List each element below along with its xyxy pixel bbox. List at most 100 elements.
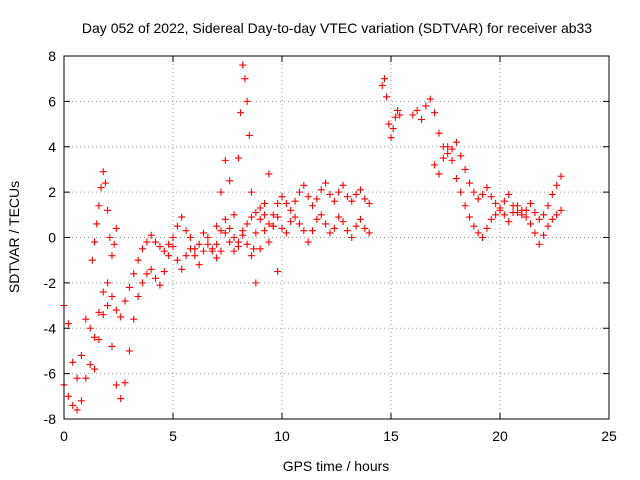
data-point [82,315,90,323]
data-point [245,131,253,139]
data-point [265,220,273,228]
data-point [82,374,90,382]
data-point [540,231,548,239]
data-point [426,95,434,103]
data-point [439,154,447,162]
data-point [487,215,495,223]
axes: 0 5 10 15 20 25 -8 -6 -4 -2 0 2 4 6 8 [44,48,617,444]
data-point [470,188,478,196]
data-point [86,324,94,332]
data-points [60,61,565,414]
data-point [160,247,168,255]
data-point [64,392,72,400]
data-point [505,218,513,226]
data-point [178,213,186,221]
data-point [343,227,351,235]
data-point [389,125,397,133]
series-track-d [213,61,282,287]
data-point [265,238,273,246]
data-point [256,204,264,212]
data-point [309,202,317,210]
data-point [213,254,221,262]
data-point [195,261,203,269]
data-point [553,181,561,189]
data-point [394,106,402,114]
data-point [230,234,238,241]
data-point [356,215,364,223]
data-point [291,197,299,205]
data-point [361,224,369,232]
data-point [339,218,347,226]
data-point [200,247,208,255]
data-point [322,220,330,228]
data-point [213,240,221,248]
data-point [178,265,186,273]
data-point [317,211,325,219]
data-point [361,195,369,203]
data-point [241,75,249,83]
data-point [330,197,338,205]
data-point [352,222,360,230]
series-track-f [409,95,565,223]
data-point [300,227,308,235]
data-point [509,209,517,217]
data-point [108,342,116,350]
data-point [204,240,212,248]
y-tick-label: 2 [48,184,56,200]
data-point [548,215,556,223]
data-point [448,156,456,164]
data-point [278,224,286,232]
data-point [125,347,133,355]
data-point [165,240,173,248]
data-point [93,220,101,228]
data-point [544,222,552,230]
data-point [117,395,125,403]
data-point [121,297,129,305]
data-point [173,256,181,264]
data-point [444,143,452,151]
data-point [156,243,164,251]
data-point [88,256,96,264]
data-point [130,315,138,323]
data-point [435,170,443,178]
data-point [252,279,260,287]
data-point [313,195,321,203]
data-point [300,181,308,189]
data-point [226,177,234,185]
x-tick-label: 15 [383,428,399,444]
data-point [309,227,317,235]
data-point [496,206,504,214]
data-point [147,265,155,273]
x-tick-label: 20 [492,428,508,444]
data-point [470,222,478,230]
data-point [385,120,393,128]
data-point [348,197,356,205]
data-point [265,170,273,178]
data-point [261,211,269,219]
data-point [343,193,351,201]
data-point [125,283,133,291]
data-point [313,215,321,223]
data-point [396,111,404,119]
data-point [91,238,99,246]
data-point [531,209,539,217]
data-point [143,238,151,246]
data-point [535,215,543,223]
y-tick-label: -4 [44,320,57,336]
data-point [99,311,107,319]
data-point [134,292,142,300]
data-point [492,211,500,219]
data-point [182,227,190,235]
data-point [121,379,129,387]
data-point [365,199,373,207]
x-tick-label: 10 [274,428,290,444]
data-point [252,229,260,237]
data-point [335,213,343,221]
data-point [221,215,229,223]
data-point [287,206,295,214]
data-point [557,206,565,214]
data-point [452,138,460,146]
data-point [95,336,103,344]
data-point [326,229,334,237]
data-point [461,202,469,210]
